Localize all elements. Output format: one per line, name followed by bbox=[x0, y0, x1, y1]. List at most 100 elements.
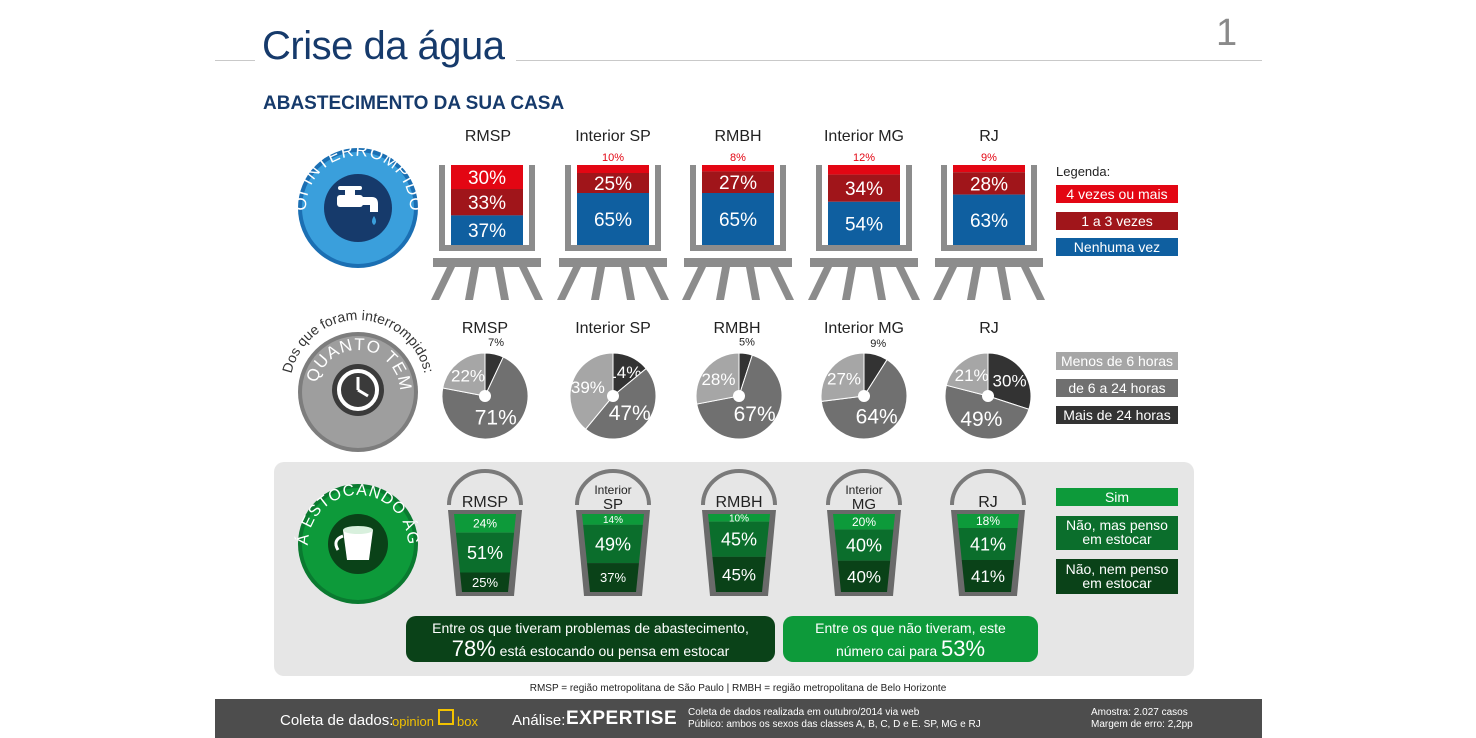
tank-platform bbox=[684, 258, 792, 267]
tank-leg bbox=[967, 267, 981, 300]
tank-leg bbox=[557, 267, 581, 300]
tank-frame-left bbox=[690, 165, 696, 251]
label-de-6-a-24-horas-rj: 49% bbox=[960, 408, 1002, 431]
note-right: Entre os que não tiveram, este número ca… bbox=[783, 616, 1038, 662]
page-title: Crise da água bbox=[262, 24, 505, 68]
page-number: 1 bbox=[1216, 12, 1238, 54]
bucket-label-sim-rmsp: 24% bbox=[473, 517, 497, 531]
bucket-label-sim-interior-mg: 20% bbox=[852, 515, 876, 529]
legend-title: Legenda: bbox=[1056, 164, 1111, 179]
bucket-bar-nao-nem-penso-em-estocar-rj bbox=[961, 560, 1015, 592]
label-4-vezes-ou-mais-rmsp: 30% bbox=[468, 168, 506, 189]
bucket-label-nao-mas-penso-em-estocar-interior-sp: 49% bbox=[595, 534, 631, 554]
label-mais-de-24-horas-interior-sp: 14% bbox=[607, 363, 641, 382]
region-header-rmsp: RMSP bbox=[464, 128, 512, 145]
tank-frame-left bbox=[439, 165, 445, 251]
region-header-rmbh-2: RMBH bbox=[713, 320, 761, 337]
bar-1-a-3-vezes-interior-sp bbox=[577, 173, 649, 193]
footer-coleta-label: Coleta de dados: bbox=[280, 712, 394, 729]
tank-leg bbox=[746, 267, 760, 300]
slice-de-6-a-24-horas-rj bbox=[944, 384, 1030, 440]
slice-menos-de-6-horas-rmbh bbox=[695, 352, 740, 405]
bar-nenhuma-vez-rj bbox=[953, 194, 1025, 245]
opinion-box-logo-text-a: opinion bbox=[392, 714, 434, 729]
footer-margem: Margem de erro: 2,2pp bbox=[1091, 719, 1193, 730]
note-left-rest: está estocando ou pensa em estocar bbox=[495, 643, 730, 659]
label-de-6-a-24-horas-rmbh: 67% bbox=[734, 403, 776, 426]
expertise-logo: EXPERTISE bbox=[566, 708, 678, 729]
pie-rmbh: 5% 67% 28% bbox=[695, 337, 783, 440]
tank-leg bbox=[431, 267, 455, 300]
bar-1-a-3-vezes-rmbh bbox=[702, 171, 774, 193]
header-rule-right bbox=[516, 60, 1262, 61]
bucket-rj: RJ 18% 41% 41% bbox=[950, 469, 1026, 596]
bucket-bar-nao-mas-penso-em-estocar-rmbh bbox=[708, 521, 770, 557]
bucket-handle bbox=[826, 469, 902, 506]
bucket-label-interior-sp-2: SP bbox=[603, 496, 623, 513]
tank-frame-right bbox=[529, 165, 535, 251]
note-left-line1: Entre os que tiveram problemas de abaste… bbox=[432, 620, 749, 636]
bar-1-a-3-vezes-rj bbox=[953, 172, 1025, 195]
tank-frame-left bbox=[941, 165, 947, 251]
bucket-label-sim-rmbh: 10% bbox=[729, 513, 749, 524]
legend-sim: Sim bbox=[1056, 488, 1178, 506]
footer-info-2: Público: ambos os sexos das classes A, B… bbox=[688, 719, 981, 730]
pie-center-dot bbox=[479, 390, 491, 402]
bucket-bar-sim-interior-sp bbox=[582, 514, 644, 525]
pie-rj: 30% 49% 21% bbox=[944, 352, 1032, 440]
bucket-bar-nao-mas-penso-em-estocar-interior-mg bbox=[834, 529, 894, 561]
tank-leg bbox=[997, 267, 1011, 300]
bucket-handle bbox=[447, 469, 523, 506]
bucket-bar-nao-nem-penso-em-estocar-rmbh bbox=[712, 556, 766, 592]
tank-frame-left bbox=[816, 165, 822, 251]
tank-leg bbox=[465, 267, 479, 300]
tank-frame-bottom bbox=[439, 245, 535, 251]
legend-mais-24-horas: Mais de 24 horas bbox=[1056, 406, 1178, 424]
bar-nenhuma-vez-interior-sp bbox=[577, 193, 649, 245]
tank-leg bbox=[808, 267, 832, 300]
tank-leg bbox=[519, 267, 543, 300]
tank-frame-left bbox=[565, 165, 571, 251]
bucket-label-interior-mg: Interior bbox=[845, 483, 882, 497]
tank-leg bbox=[621, 267, 635, 300]
tank-frame-right bbox=[780, 165, 786, 251]
pie-center-dot bbox=[858, 390, 870, 402]
bucket-label-nao-nem-penso-em-estocar-rj: 41% bbox=[971, 567, 1005, 586]
bucket-label-nao-mas-penso-em-estocar-rj: 41% bbox=[970, 534, 1006, 554]
tank-leg bbox=[896, 267, 920, 300]
bucket-bar-sim-rj bbox=[957, 514, 1019, 529]
note-left-value: 78% bbox=[451, 636, 496, 661]
region-header-interior-sp-2: Interior SP bbox=[575, 320, 651, 337]
tank-frame-bottom bbox=[565, 245, 661, 251]
label-4-vezes-ou-mais-rmbh: 8% bbox=[730, 152, 746, 164]
tank-platform bbox=[433, 258, 541, 267]
slice-menos-de-6-horas-interior-mg bbox=[820, 352, 865, 402]
pie-charts: 7% 71% 22% 14% 47%39% 5% 67% 28% 9% 64% 27% 30% 49% 2… bbox=[441, 337, 1032, 440]
label-de-6-a-24-horas-interior-mg: 64% bbox=[856, 405, 898, 428]
header-rule-left bbox=[215, 60, 255, 61]
pie-center-dot bbox=[607, 390, 619, 402]
label-menos-de-6-horas-rmbh: 28% bbox=[701, 370, 735, 389]
bucket-label-rmsp: RMSP bbox=[462, 494, 508, 511]
bar-nenhuma-vez-interior-mg bbox=[828, 201, 900, 245]
bucket-handle bbox=[575, 469, 651, 506]
label-menos-de-6-horas-interior-sp: 39% bbox=[571, 378, 605, 397]
pie-center-dot bbox=[733, 390, 745, 402]
tank-platform bbox=[559, 258, 667, 267]
label-menos-de-6-horas-rmsp: 22% bbox=[451, 366, 485, 385]
note-right-value: 53% bbox=[941, 636, 986, 661]
slice-de-6-a-24-horas-interior-sp bbox=[584, 367, 657, 440]
bar-1-a-3-vezes-rmsp bbox=[451, 189, 523, 216]
label-de-6-a-24-horas-interior-sp: 47% bbox=[609, 402, 651, 425]
legend-6-a-24-horas: de 6 a 24 horas bbox=[1056, 379, 1178, 397]
slice-menos-de-6-horas-rmsp bbox=[442, 352, 486, 397]
tank-frame-right bbox=[655, 165, 661, 251]
region-header-interior-mg: Interior MG bbox=[823, 128, 904, 145]
tank-frame-right bbox=[1031, 165, 1037, 251]
bucket-bar-sim-rmbh bbox=[708, 514, 770, 522]
tank-leg bbox=[1021, 267, 1045, 300]
slice-menos-de-6-horas-rj bbox=[945, 352, 989, 397]
